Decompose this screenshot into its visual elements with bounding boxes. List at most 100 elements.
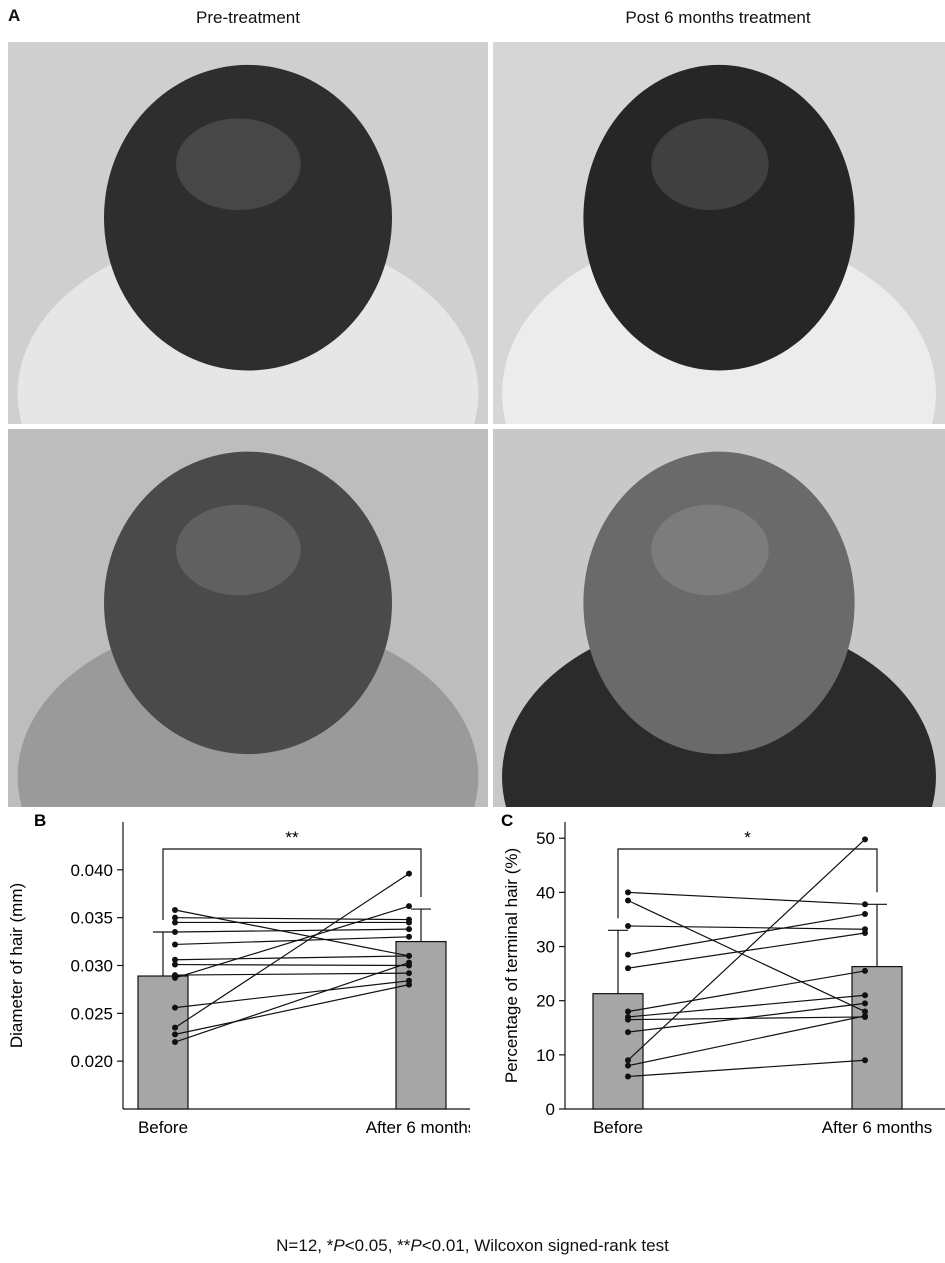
head xyxy=(583,64,855,371)
after-point xyxy=(862,836,868,843)
y-tick-label: 50 xyxy=(536,829,555,848)
before-point xyxy=(172,919,178,926)
before-point xyxy=(625,1057,631,1064)
before-point xyxy=(625,951,631,958)
hair-diameter-chart: B 0.020 0.025 0.030 0.035 0.040 Diameter of ha… xyxy=(7,812,470,1137)
pair-line xyxy=(174,873,410,1029)
scalp-highlight xyxy=(651,118,769,211)
before-point xyxy=(172,956,178,963)
after-point xyxy=(862,967,868,974)
pair-line xyxy=(627,838,866,1061)
before-point xyxy=(625,897,631,904)
pair-line xyxy=(174,955,410,961)
before-point xyxy=(172,929,178,936)
after-point xyxy=(406,981,412,988)
post-treatment-title: Post 6 months treatment xyxy=(625,8,811,27)
after-point xyxy=(406,903,412,910)
y-tick-label: 20 xyxy=(536,992,555,1011)
pair-line xyxy=(174,962,410,1043)
before-point xyxy=(172,1004,178,1011)
significance-marker: ** xyxy=(285,828,299,847)
before-point xyxy=(172,1031,178,1038)
after-point xyxy=(862,911,868,918)
pair-line xyxy=(627,925,866,930)
pre-treatment-top-photo xyxy=(8,42,488,424)
pair-line xyxy=(174,917,410,921)
after-point xyxy=(862,1057,868,1064)
y-axis-label: Percentage of terminal hair (%) xyxy=(502,848,521,1083)
after-point xyxy=(862,992,868,999)
after-point xyxy=(862,930,868,937)
pair-line xyxy=(627,1015,866,1067)
bar xyxy=(851,965,903,1110)
scalp-highlight xyxy=(176,504,301,596)
before-point xyxy=(172,974,178,981)
after-point xyxy=(406,952,412,959)
y-tick-label: 0 xyxy=(546,1100,555,1119)
pair-line xyxy=(174,905,410,979)
terminal-hair-chart: C 0 10 20 30 40 50 Percentage of terminal hair … xyxy=(501,812,945,1137)
after-point xyxy=(862,901,868,908)
head xyxy=(104,451,392,755)
after-point xyxy=(406,926,412,933)
y-tick-label: 40 xyxy=(536,883,555,902)
pair-line xyxy=(174,984,410,1035)
before-point xyxy=(172,961,178,968)
y-axis-label: Diameter of hair (mm) xyxy=(7,883,26,1048)
pair-line xyxy=(174,928,410,933)
x-category-label: After 6 months xyxy=(366,1118,470,1137)
bar xyxy=(137,975,189,1110)
before-point xyxy=(625,889,631,896)
y-tick-label: 0.035 xyxy=(70,909,113,928)
after-point xyxy=(406,919,412,926)
pair-line xyxy=(627,970,866,1013)
before-point xyxy=(172,1024,178,1031)
before-point xyxy=(172,941,178,948)
before-point xyxy=(625,1008,631,1015)
panel-a-letter: A xyxy=(8,6,21,25)
head xyxy=(104,64,392,371)
after-point xyxy=(406,970,412,977)
post-treatment-crown-photo xyxy=(493,429,945,807)
scalp-highlight xyxy=(176,118,301,211)
pre-treatment-title: Pre-treatment xyxy=(196,8,300,27)
y-tick-label: 10 xyxy=(536,1046,555,1065)
scalp-highlight xyxy=(651,504,769,596)
y-tick-label: 0.040 xyxy=(70,861,113,880)
panel-letter: B xyxy=(34,812,46,830)
after-point xyxy=(862,1008,868,1015)
pair-line xyxy=(174,936,410,946)
post-treatment-top-photo xyxy=(493,42,945,424)
head xyxy=(583,451,855,755)
bar xyxy=(395,940,447,1110)
before-point xyxy=(625,922,631,929)
pre-treatment-crown-photo xyxy=(8,429,488,807)
x-category-label: Before xyxy=(593,1118,643,1137)
before-point xyxy=(172,1039,178,1046)
y-tick-label: 30 xyxy=(536,938,555,957)
significance-bracket xyxy=(617,848,878,919)
pair-line xyxy=(627,913,866,956)
after-point xyxy=(862,1000,868,1007)
bar xyxy=(592,993,644,1110)
after-point xyxy=(862,1012,868,1019)
pair-line xyxy=(627,1059,866,1078)
after-point xyxy=(406,959,412,966)
y-tick-label: 0.020 xyxy=(70,1052,113,1071)
panel-letter: C xyxy=(501,812,513,830)
before-point xyxy=(172,907,178,914)
before-point xyxy=(625,965,631,972)
x-category-label: After 6 months xyxy=(822,1118,933,1137)
pair-line xyxy=(627,891,866,905)
before-point xyxy=(172,914,178,921)
pair-line xyxy=(627,899,866,1013)
pair-line xyxy=(627,994,866,1018)
significance-bracket xyxy=(162,848,422,921)
before-point xyxy=(625,1029,631,1036)
after-point xyxy=(406,870,412,877)
x-category-label: Before xyxy=(138,1118,188,1137)
pair-line xyxy=(174,972,410,976)
y-tick-label: 0.025 xyxy=(70,1004,113,1023)
pair-line xyxy=(174,963,410,967)
significance-marker: * xyxy=(744,828,751,847)
